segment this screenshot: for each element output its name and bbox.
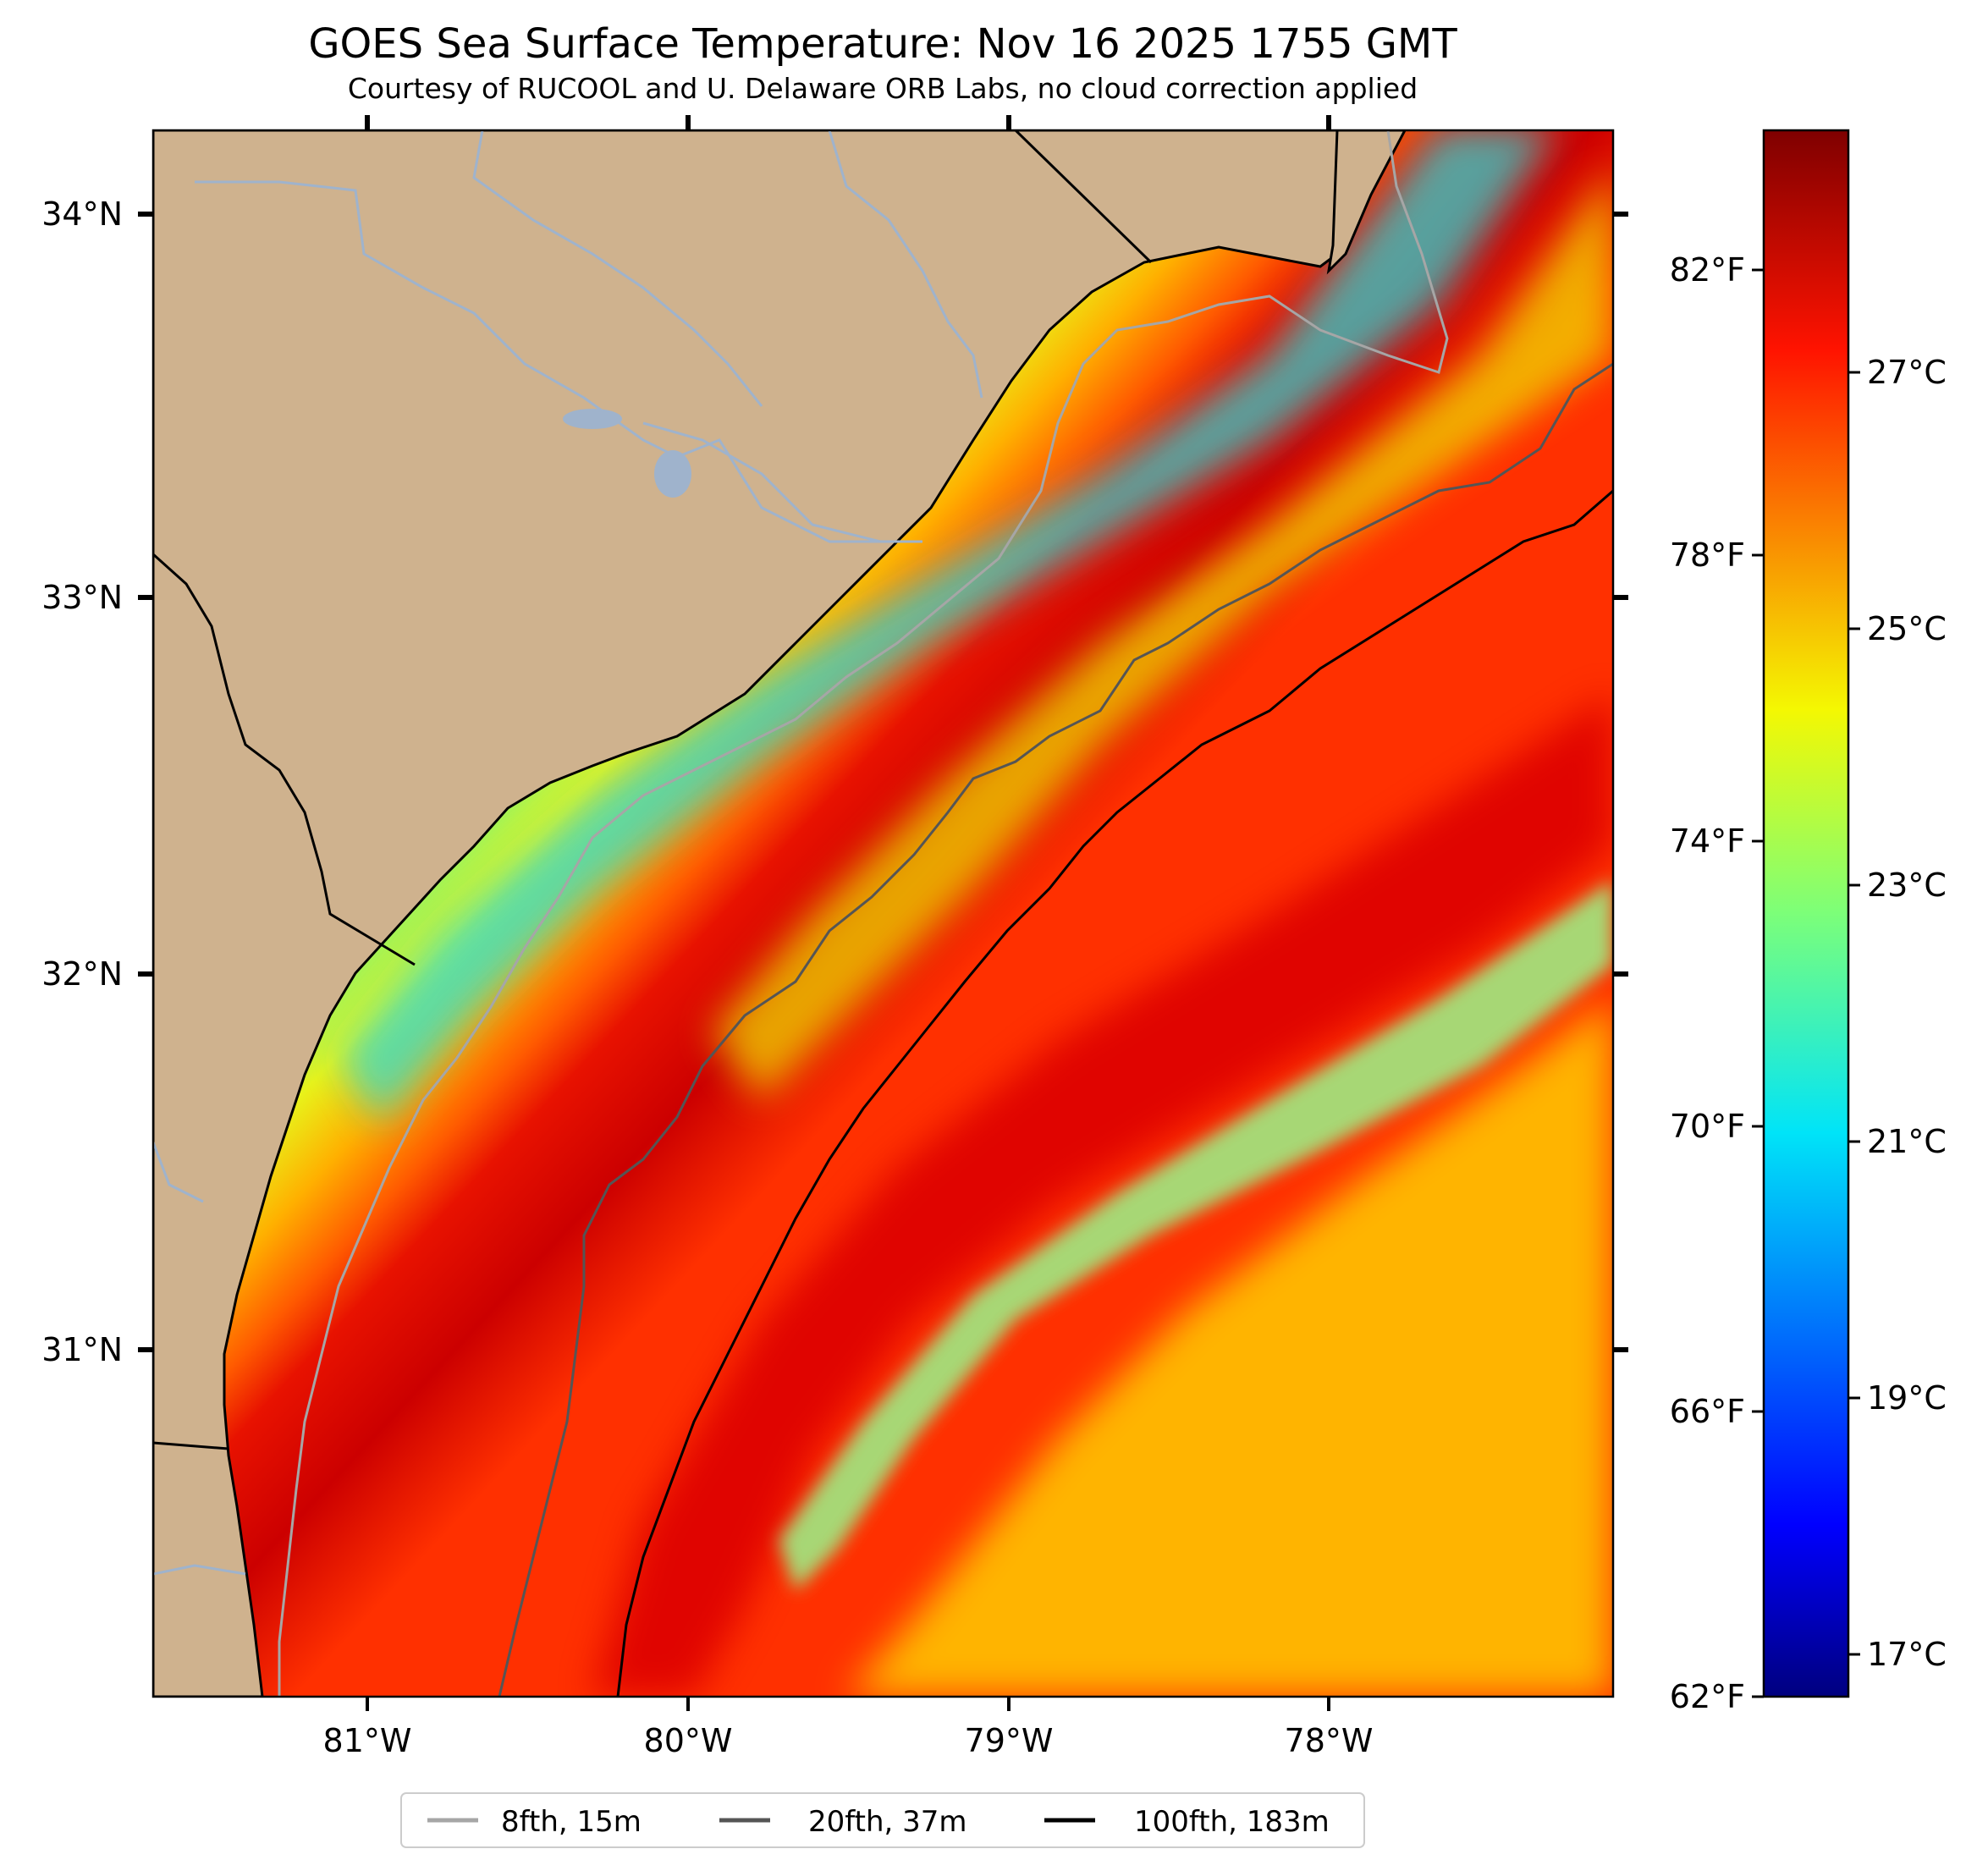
figure-title: GOES Sea Surface Temperature: Nov 16 202…	[308, 20, 1457, 68]
cbar-f-74: 74°F	[1670, 823, 1745, 860]
lat-label-33: 33°N	[41, 579, 123, 616]
isobath-20fth	[498, 362, 1613, 1697]
lake-marion	[563, 409, 622, 429]
mid-shelf-water	[339, 130, 1556, 1125]
cbar-f-66: 66°F	[1670, 1393, 1745, 1430]
legend-box	[400, 1792, 1365, 1848]
lon-label-81: 81°W	[323, 1722, 412, 1759]
legend-label-8fth: 8fth, 15m	[501, 1805, 642, 1839]
map-frame	[151, 129, 1615, 1698]
lat-axis	[138, 212, 1628, 1352]
cbar-c-19: 19°C	[1867, 1379, 1947, 1417]
lat-label-31: 31°N	[41, 1331, 123, 1368]
cbar-c-21: 21°C	[1867, 1123, 1947, 1160]
gulf-stream-core	[592, 694, 1613, 1697]
colorbar-gradient	[1762, 129, 1850, 1698]
cbar-c-17: 17°C	[1867, 1636, 1947, 1673]
cbar-c-25: 25°C	[1867, 610, 1947, 647]
isobaths	[278, 130, 1613, 1697]
land	[153, 130, 1390, 1697]
lake-moultrie	[654, 450, 691, 498]
cbar-f-82: 82°F	[1670, 251, 1745, 289]
isobath-8fth	[278, 130, 1449, 1697]
cbar-f-78: 78°F	[1670, 537, 1745, 574]
legend-label-100fth: 100fth, 183m	[1134, 1805, 1330, 1839]
lat-label-34: 34°N	[41, 195, 123, 233]
lon-label-78: 78°W	[1285, 1722, 1374, 1759]
cbar-c-27: 27°C	[1867, 354, 1947, 391]
cbar-f-62: 62°F	[1670, 1678, 1745, 1715]
state-borders	[153, 130, 1153, 1450]
figure-subtitle: Courtesy of RUCOOL and U. Delaware ORB L…	[348, 72, 1418, 105]
legend: 8fth, 15m 20fth, 37m 100fth, 183m	[400, 1792, 1365, 1848]
map-panel	[153, 130, 1613, 1697]
lat-label-32: 32°N	[41, 955, 123, 993]
cool-filament	[779, 880, 1613, 1591]
lon-label-79: 79°W	[965, 1722, 1054, 1759]
rivers	[153, 130, 983, 1576]
lon-axis	[365, 115, 1331, 1711]
yellow-band	[711, 169, 1613, 1100]
isobath-100fth	[616, 489, 1613, 1697]
cbar-f-70: 70°F	[1670, 1108, 1745, 1145]
colorbar: 17°C 19°C 21°C 23°C 25°C 27°C 62°F 66°F …	[1670, 129, 1947, 1715]
legend-label-20fth: 20fth, 37m	[808, 1805, 967, 1839]
offshore-warm-water	[846, 474, 1613, 1697]
land-north-tip	[1326, 130, 1407, 275]
lon-label-80: 80°W	[644, 1722, 733, 1759]
cbar-c-23: 23°C	[1867, 867, 1947, 904]
